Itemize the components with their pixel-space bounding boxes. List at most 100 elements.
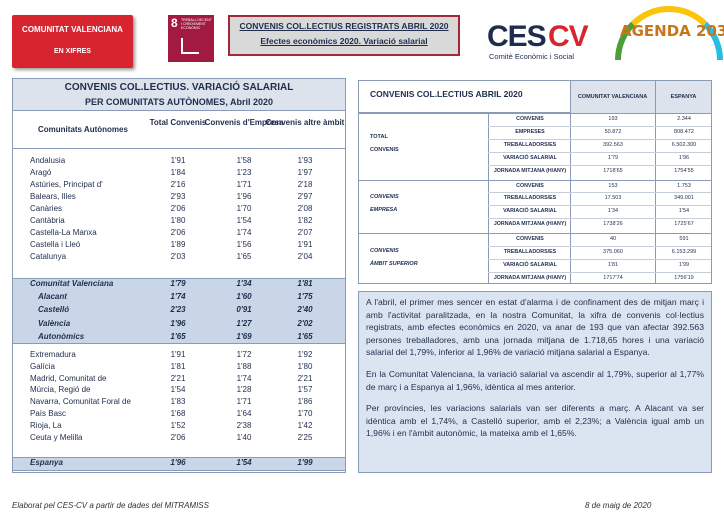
region-value: 1'74 [170, 292, 186, 302]
region-name: Catalunya [30, 252, 67, 261]
text-box: A l'abril, el primer mes sencer en estat… [358, 291, 712, 473]
row-value: 2.344 [677, 116, 691, 122]
region-value: 1'81 [297, 279, 313, 288]
region-name: Aragó [30, 168, 52, 177]
region-value: 1'69 [236, 331, 252, 341]
right-title: CONVENIS COL.LECTIUS ABRIL 2020 [370, 89, 523, 99]
row-value: 1'96 [678, 154, 690, 161]
footer-date: 8 de maig de 2020 [585, 501, 652, 510]
row-divider [488, 164, 711, 166]
row-label: JORNADA MITJANA (H/ANY) [493, 167, 567, 174]
sdg-icon [168, 15, 214, 62]
row-value: 6.502.300 [671, 141, 697, 148]
region-value: 2'02 [297, 318, 313, 328]
region-name: Madrid, Comunitat de [30, 373, 107, 383]
row-value: 349.001 [674, 195, 694, 202]
region-name: Cantàbria [30, 216, 65, 225]
region-value: 1'80 [170, 216, 186, 225]
region-value: 2'06 [170, 228, 186, 237]
region-value: 1'27 [236, 318, 252, 328]
left-table-head [13, 79, 345, 111]
col-divider [488, 113, 489, 283]
region-value: 1'74 [236, 228, 252, 237]
region-value: 2'40 [297, 305, 313, 315]
region-name: Ceuta y Melilla [30, 432, 83, 442]
row-label: CONVENIS [516, 116, 544, 122]
section-label: CONVENIS [370, 194, 399, 201]
region-value: 2'21 [297, 373, 313, 383]
row-value: 1'79 [607, 154, 619, 161]
row-label: TREBALLADORS/ES [503, 249, 557, 255]
region-value: 1'75 [297, 292, 313, 302]
region-value: 1'96 [170, 318, 186, 328]
section-divider [359, 233, 711, 235]
column-header: Total Convenis [149, 118, 207, 127]
logo-ces: CES [487, 20, 547, 53]
region-value: 1'91 [297, 240, 313, 249]
region-value: 1'34 [236, 279, 252, 288]
row-value: 1'34 [607, 208, 619, 215]
region-value: 1'56 [236, 240, 252, 249]
region-value: 1'40 [236, 432, 252, 442]
region-value: 1'79 [170, 279, 186, 288]
row-value: 1717'74 [603, 274, 623, 281]
region-value: 2'18 [297, 180, 313, 189]
region-value: 2'93 [170, 192, 186, 201]
region-value: 1'58 [236, 156, 252, 165]
section-label: ÀMBIT SUPERIOR [370, 260, 418, 267]
region-value: 1'54 [236, 216, 252, 225]
region-value: 1'88 [236, 361, 252, 371]
row-value: 153 [608, 182, 618, 189]
agenda: AGENDA 2030 [620, 22, 724, 40]
row-label: VARIACIÓ SALARIAL [503, 154, 557, 161]
row-label: TREBALLADORS/ES [503, 195, 557, 202]
region-name: Alacant [38, 292, 67, 302]
row-value: 375.060 [603, 249, 623, 255]
paragraph: Per províncies, les variacions salarials… [366, 403, 704, 439]
row-label: TREBALLADORS/ES [503, 141, 557, 148]
region-name: Castella i Lleó [30, 240, 81, 249]
region-value: 1'91 [170, 156, 186, 165]
region-name: Múrcia, Regió de [30, 385, 91, 395]
region-name: Extremadura [30, 350, 76, 359]
region-value: 2'03 [170, 252, 186, 261]
highlight-band [13, 457, 345, 471]
section-divider [359, 113, 711, 114]
right-column-header: ESPANYA [670, 94, 697, 100]
row-label: CONVENIS [516, 182, 544, 189]
row-value: 1754'55 [674, 167, 694, 174]
row-value: 1.753 [677, 182, 691, 189]
left-header-line [13, 148, 345, 149]
region-value: 1'70 [297, 409, 313, 418]
region-value: 1'65 [170, 331, 186, 341]
badge-title: COMUNITAT VALENCIANA [22, 25, 123, 34]
row-value: 6.153.299 [671, 249, 697, 255]
region-value: 1'82 [297, 216, 313, 225]
region-name: Canàries [30, 204, 63, 213]
region-name: Astúries, Principat d' [30, 180, 103, 189]
region-value: 1'91 [170, 350, 186, 359]
section-label: CONVENIS [370, 147, 399, 154]
region-value: 1'23 [236, 168, 252, 177]
left-table [12, 78, 346, 473]
row-value: 1'54 [678, 208, 690, 215]
region-value: 1'83 [170, 397, 186, 407]
region-name: Navarra, Comunitat Foral de [30, 397, 131, 407]
col-divider [655, 81, 656, 283]
region-name: Balears, Illes [30, 192, 76, 201]
row-divider [488, 246, 711, 247]
row-value: 17.503 [604, 195, 622, 202]
row-divider [488, 151, 711, 153]
region-name: Autonòmics [38, 331, 85, 341]
region-value: 1'93 [297, 156, 313, 165]
title-line1: CONVENIS COL.LECTIUS REGISTRATS ABRIL 20… [239, 21, 449, 31]
region-value: 2'06 [170, 204, 186, 213]
region-value: 2'97 [297, 192, 313, 201]
row-value: 1738'26 [603, 221, 623, 228]
right-col-band [570, 81, 711, 113]
section-divider [359, 179, 711, 181]
badge [12, 15, 133, 68]
region-value: 1'84 [170, 168, 186, 177]
row-value: 193 [608, 116, 618, 122]
row-label: JORNADA MITJANA (H/ANY) [493, 221, 567, 228]
